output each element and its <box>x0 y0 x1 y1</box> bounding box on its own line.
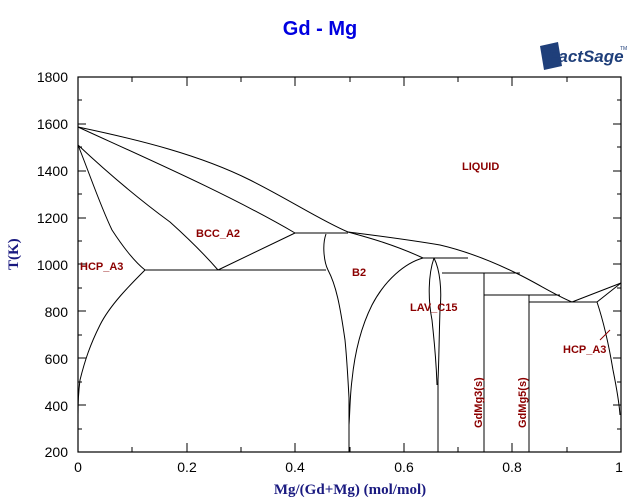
y-tick-800: 800 <box>45 304 69 320</box>
y-tick-1400: 1400 <box>37 163 68 179</box>
y-tick-200: 200 <box>45 444 69 460</box>
label-gdmg5: GdMg5(s) <box>517 377 529 428</box>
x-axis-label: Mg/(Gd+Mg) (mol/mol) <box>273 482 427 498</box>
factsage-logo: FactSage TM <box>540 42 627 70</box>
y-tick-labels: 1800 1600 1400 1200 1000 800 600 400 200 <box>37 69 68 460</box>
x-tick-0.4: 0.4 <box>285 459 305 475</box>
y-tick-600: 600 <box>45 351 69 367</box>
y-tick-1600: 1600 <box>37 116 68 132</box>
y-tick-1800: 1800 <box>37 69 68 85</box>
logo-mark-icon <box>540 42 562 70</box>
x-tick-0.6: 0.6 <box>394 459 414 475</box>
label-b2: B2 <box>352 267 366 279</box>
label-liquid: LIQUID <box>462 161 499 173</box>
label-hcp-a3-left: HCP_A3 <box>80 261 123 273</box>
x-ticks <box>131 77 568 452</box>
label-bcc-a2: BCC_A2 <box>196 228 240 240</box>
logo-text: FactSage <box>548 47 624 66</box>
x-tick-0: 0 <box>74 459 82 475</box>
phase-boundaries <box>77 126 622 452</box>
logo-tm: TM <box>620 46 627 52</box>
y-ticks <box>78 99 621 430</box>
label-lav-c15: LAV_C15 <box>410 302 457 314</box>
x-tick-labels: 0 0.2 0.4 0.6 0.8 1 <box>74 459 623 475</box>
y-tick-1000: 1000 <box>37 257 68 273</box>
y-tick-400: 400 <box>45 398 69 414</box>
label-gdmg3: GdMg3(s) <box>473 377 485 428</box>
chart-title: Gd - Mg <box>282 18 358 40</box>
y-tick-1200: 1200 <box>37 210 68 226</box>
x-tick-0.8: 0.8 <box>502 459 522 475</box>
x-tick-0.2: 0.2 <box>177 459 197 475</box>
plot-frame <box>77 76 622 453</box>
label-hcp-a3-right: HCP_A3 <box>563 344 606 356</box>
x-tick-1: 1 <box>615 459 623 475</box>
